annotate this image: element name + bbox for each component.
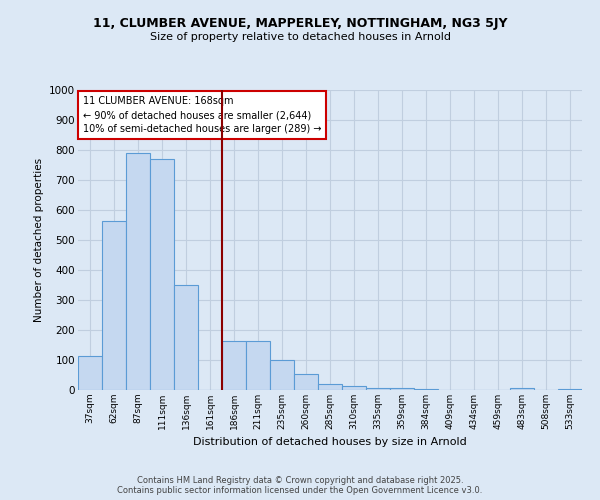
- Bar: [342, 386, 366, 390]
- Bar: [414, 389, 438, 390]
- Bar: [294, 374, 318, 390]
- Bar: [174, 285, 198, 390]
- Text: Size of property relative to detached houses in Arnold: Size of property relative to detached ho…: [149, 32, 451, 42]
- Bar: [246, 340, 270, 390]
- Text: 11, CLUMBER AVENUE, MAPPERLEY, NOTTINGHAM, NG3 5JY: 11, CLUMBER AVENUE, MAPPERLEY, NOTTINGHA…: [93, 18, 507, 30]
- Bar: [126, 153, 150, 390]
- Bar: [222, 340, 246, 390]
- Bar: [558, 389, 582, 390]
- Bar: [102, 220, 126, 390]
- Bar: [78, 356, 102, 390]
- Y-axis label: Number of detached properties: Number of detached properties: [34, 158, 44, 322]
- Text: Contains HM Land Registry data © Crown copyright and database right 2025.
Contai: Contains HM Land Registry data © Crown c…: [118, 476, 482, 495]
- Bar: [510, 388, 534, 390]
- Text: 11 CLUMBER AVENUE: 168sqm
← 90% of detached houses are smaller (2,644)
10% of se: 11 CLUMBER AVENUE: 168sqm ← 90% of detac…: [83, 96, 322, 134]
- Bar: [318, 384, 342, 390]
- Bar: [270, 360, 294, 390]
- Bar: [366, 388, 390, 390]
- Bar: [390, 388, 414, 390]
- X-axis label: Distribution of detached houses by size in Arnold: Distribution of detached houses by size …: [193, 438, 467, 448]
- Bar: [150, 159, 174, 390]
